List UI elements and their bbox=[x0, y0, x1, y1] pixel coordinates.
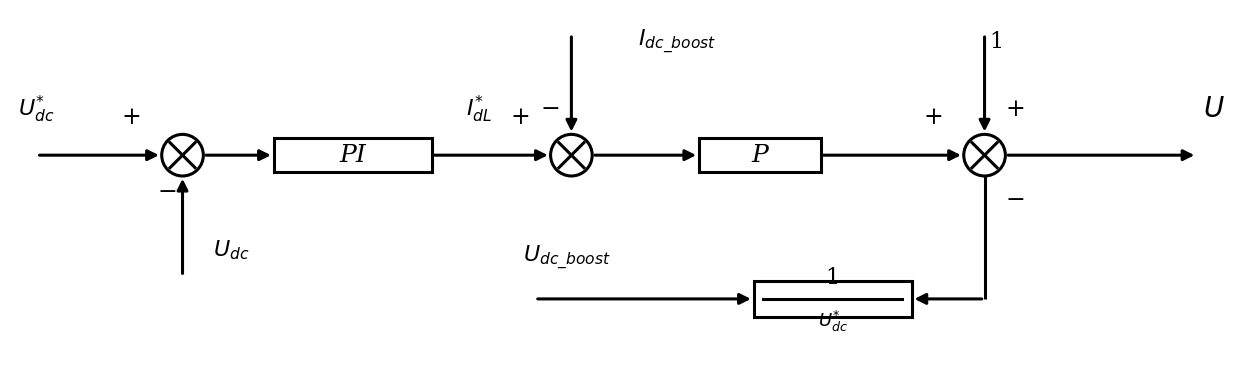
Text: +: + bbox=[511, 106, 529, 129]
Text: PI: PI bbox=[340, 144, 366, 167]
FancyBboxPatch shape bbox=[699, 138, 821, 172]
FancyBboxPatch shape bbox=[274, 138, 432, 172]
Text: −: − bbox=[157, 181, 177, 205]
Text: $I_{dL}^{*}$: $I_{dL}^{*}$ bbox=[466, 94, 492, 125]
FancyBboxPatch shape bbox=[754, 281, 911, 317]
Text: $U_{dc}^{*}$: $U_{dc}^{*}$ bbox=[19, 94, 55, 125]
Text: $U_{dc\_boost}$: $U_{dc\_boost}$ bbox=[523, 243, 611, 272]
Text: $U_{dc}^{*}$: $U_{dc}^{*}$ bbox=[817, 309, 848, 334]
Text: −: − bbox=[541, 98, 560, 121]
Text: +: + bbox=[1006, 98, 1025, 121]
Text: $I_{dc\_boost}$: $I_{dc\_boost}$ bbox=[639, 27, 717, 56]
Text: +: + bbox=[122, 106, 141, 129]
Text: −: − bbox=[1006, 189, 1025, 212]
Text: P: P bbox=[751, 144, 769, 167]
Text: $U_{dc}$: $U_{dc}$ bbox=[213, 238, 249, 262]
Text: 1: 1 bbox=[990, 31, 1003, 52]
Text: 1: 1 bbox=[826, 267, 839, 289]
Text: $U$: $U$ bbox=[1203, 96, 1225, 123]
Text: +: + bbox=[924, 106, 944, 129]
